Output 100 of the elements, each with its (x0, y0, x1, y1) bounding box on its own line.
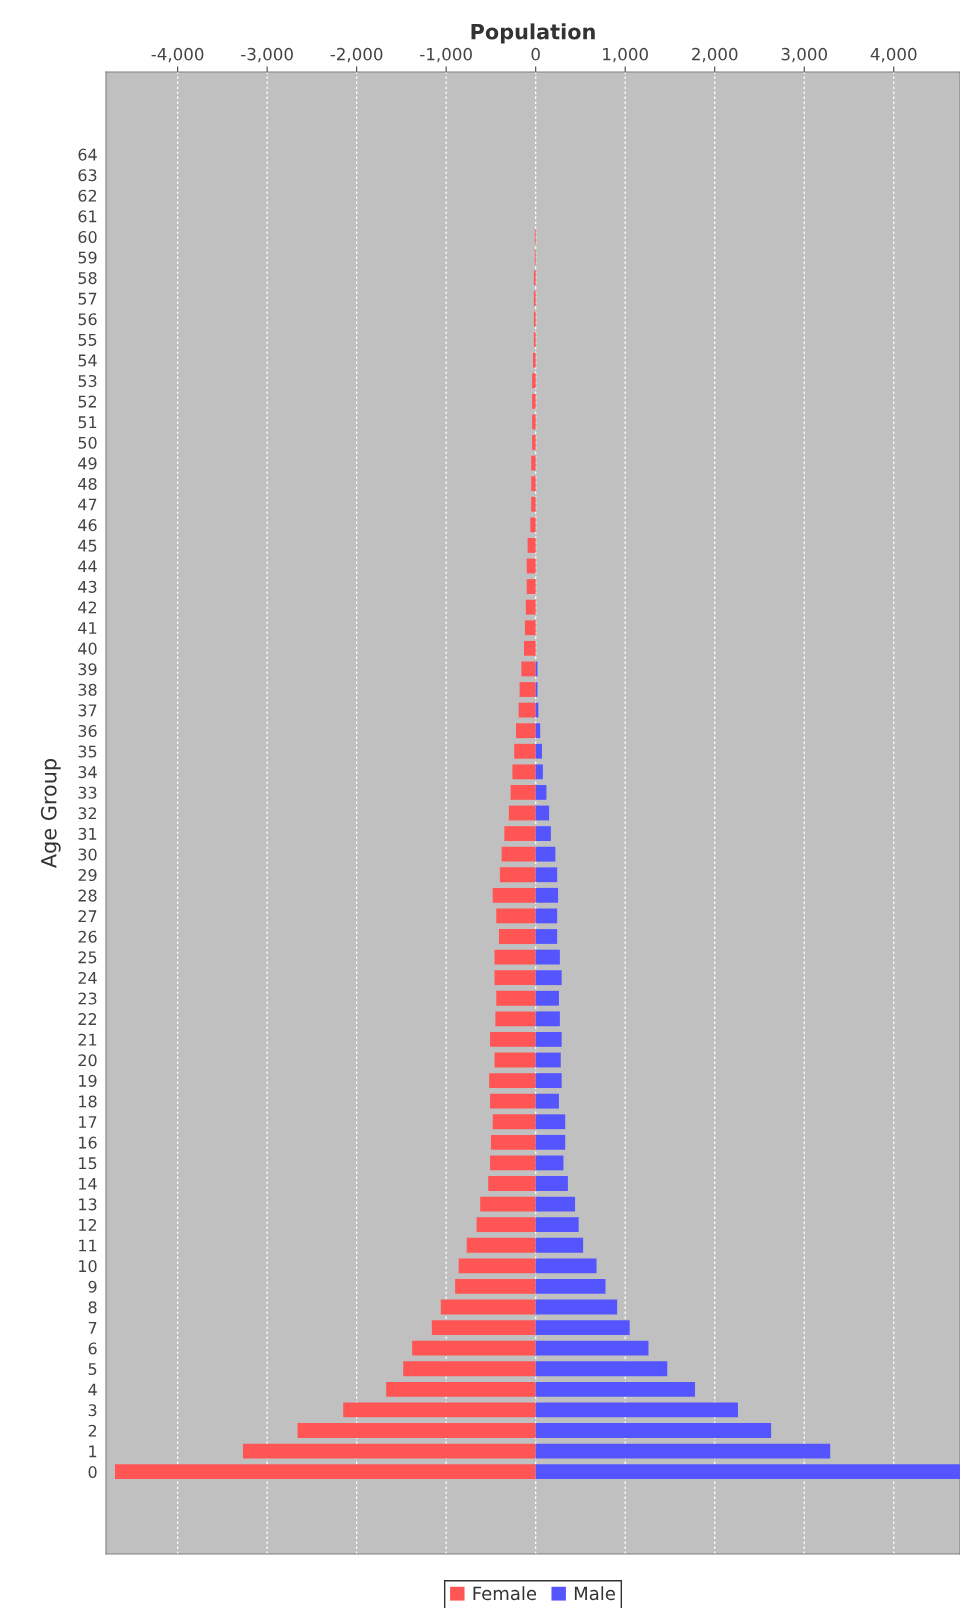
bar (514, 743, 536, 759)
bar (531, 496, 536, 512)
bar (494, 1052, 536, 1068)
y-tick-label: 11 (79, 1239, 97, 1252)
bar (535, 1381, 696, 1397)
x-axis-title: Population (471, 23, 595, 44)
bar (535, 1443, 831, 1459)
y-tick-label: 2 (88, 1424, 97, 1437)
y-tick-label: 42 (78, 601, 97, 614)
bar (532, 373, 536, 389)
x-tick-label: 2,000 (692, 47, 738, 63)
y-tick-label: 47 (78, 498, 97, 511)
y-tick-label: 26 (78, 930, 97, 943)
y-tick-label: 20 (78, 1054, 97, 1067)
x-tick-label: -2,000 (330, 47, 383, 63)
bar (498, 929, 536, 944)
y-tick-label: 64 (78, 148, 97, 161)
bar (489, 1073, 536, 1088)
y-tick-label: 29 (78, 868, 97, 882)
bar (535, 1237, 584, 1253)
bar (535, 949, 560, 965)
y-tick-label: 62 (78, 189, 97, 202)
x-tick-label: 3,000 (781, 47, 827, 63)
bar (496, 990, 536, 1006)
x-tick-label: 4,000 (870, 47, 917, 63)
y-tick-label: 3 (88, 1404, 97, 1417)
bar (535, 805, 550, 821)
bar (535, 1093, 559, 1109)
bar (490, 1155, 536, 1171)
bar (535, 1134, 566, 1150)
bar (518, 702, 536, 718)
y-tick-label: 33 (78, 786, 97, 799)
bar (535, 785, 547, 800)
bar (431, 1320, 536, 1335)
bar (535, 1114, 566, 1130)
bar (535, 723, 541, 739)
y-tick-label: 12 (79, 1218, 97, 1231)
bar (501, 846, 536, 862)
bar (515, 723, 536, 739)
bar (343, 1402, 536, 1418)
bar (492, 1114, 536, 1130)
bar (412, 1340, 536, 1356)
bar (458, 1258, 536, 1274)
bar (535, 1258, 597, 1274)
x-tick-label: -3,000 (241, 47, 293, 63)
bar (535, 764, 543, 780)
legend-label: Female (473, 1586, 537, 1601)
bar (535, 1011, 560, 1027)
legend-label: Male (574, 1586, 615, 1601)
y-tick-label: 43 (78, 580, 97, 593)
bar (535, 929, 558, 944)
y-axis-title: Age Group (40, 758, 61, 868)
y-tick-label: 4 (88, 1383, 97, 1396)
bar (386, 1381, 536, 1397)
y-tick-label: 38 (78, 683, 97, 696)
x-tick-label: -4,000 (151, 47, 204, 63)
bar (535, 867, 558, 883)
bar (535, 1073, 562, 1088)
bar (455, 1279, 536, 1294)
bar (535, 1402, 738, 1418)
y-tick-label: 19 (79, 1074, 97, 1087)
y-tick-label: 35 (78, 745, 97, 758)
bar (242, 1443, 536, 1459)
bar (530, 517, 536, 533)
y-tick-label: 36 (78, 724, 97, 737)
y-tick-label: 60 (78, 230, 97, 243)
bar (480, 1196, 536, 1212)
bar (499, 867, 536, 883)
bar (297, 1423, 536, 1438)
y-tick-label: 56 (78, 313, 97, 326)
y-tick-label: 23 (78, 992, 97, 1005)
y-tick-label: 5 (88, 1363, 97, 1376)
y-tick-label: 44 (78, 560, 97, 573)
y-tick-label: 10 (79, 1260, 97, 1273)
y-tick-label: 53 (78, 374, 97, 388)
bar (532, 435, 536, 450)
bar (535, 846, 556, 862)
y-tick-label: 37 (78, 704, 97, 717)
y-tick-label: 30 (78, 848, 97, 861)
bar (488, 1176, 536, 1191)
bar (535, 1279, 606, 1294)
y-tick-label: 21 (78, 1033, 97, 1046)
bar (531, 455, 536, 471)
bar (494, 949, 536, 965)
bar (466, 1237, 536, 1253)
bar (524, 620, 536, 636)
bar (504, 826, 536, 841)
bar (535, 1299, 618, 1315)
bar (527, 538, 536, 553)
y-tick-label: 7 (88, 1322, 97, 1334)
y-tick-label: 28 (78, 889, 97, 902)
y-tick-label: 1 (89, 1445, 97, 1458)
y-tick-label: 54 (78, 354, 97, 367)
bar (535, 1155, 564, 1171)
y-tick-label: 14 (79, 1177, 97, 1190)
bar (526, 579, 536, 594)
bar (490, 1134, 536, 1150)
bar (535, 743, 542, 759)
bar (532, 414, 536, 430)
y-tick-label: 61 (78, 210, 97, 223)
